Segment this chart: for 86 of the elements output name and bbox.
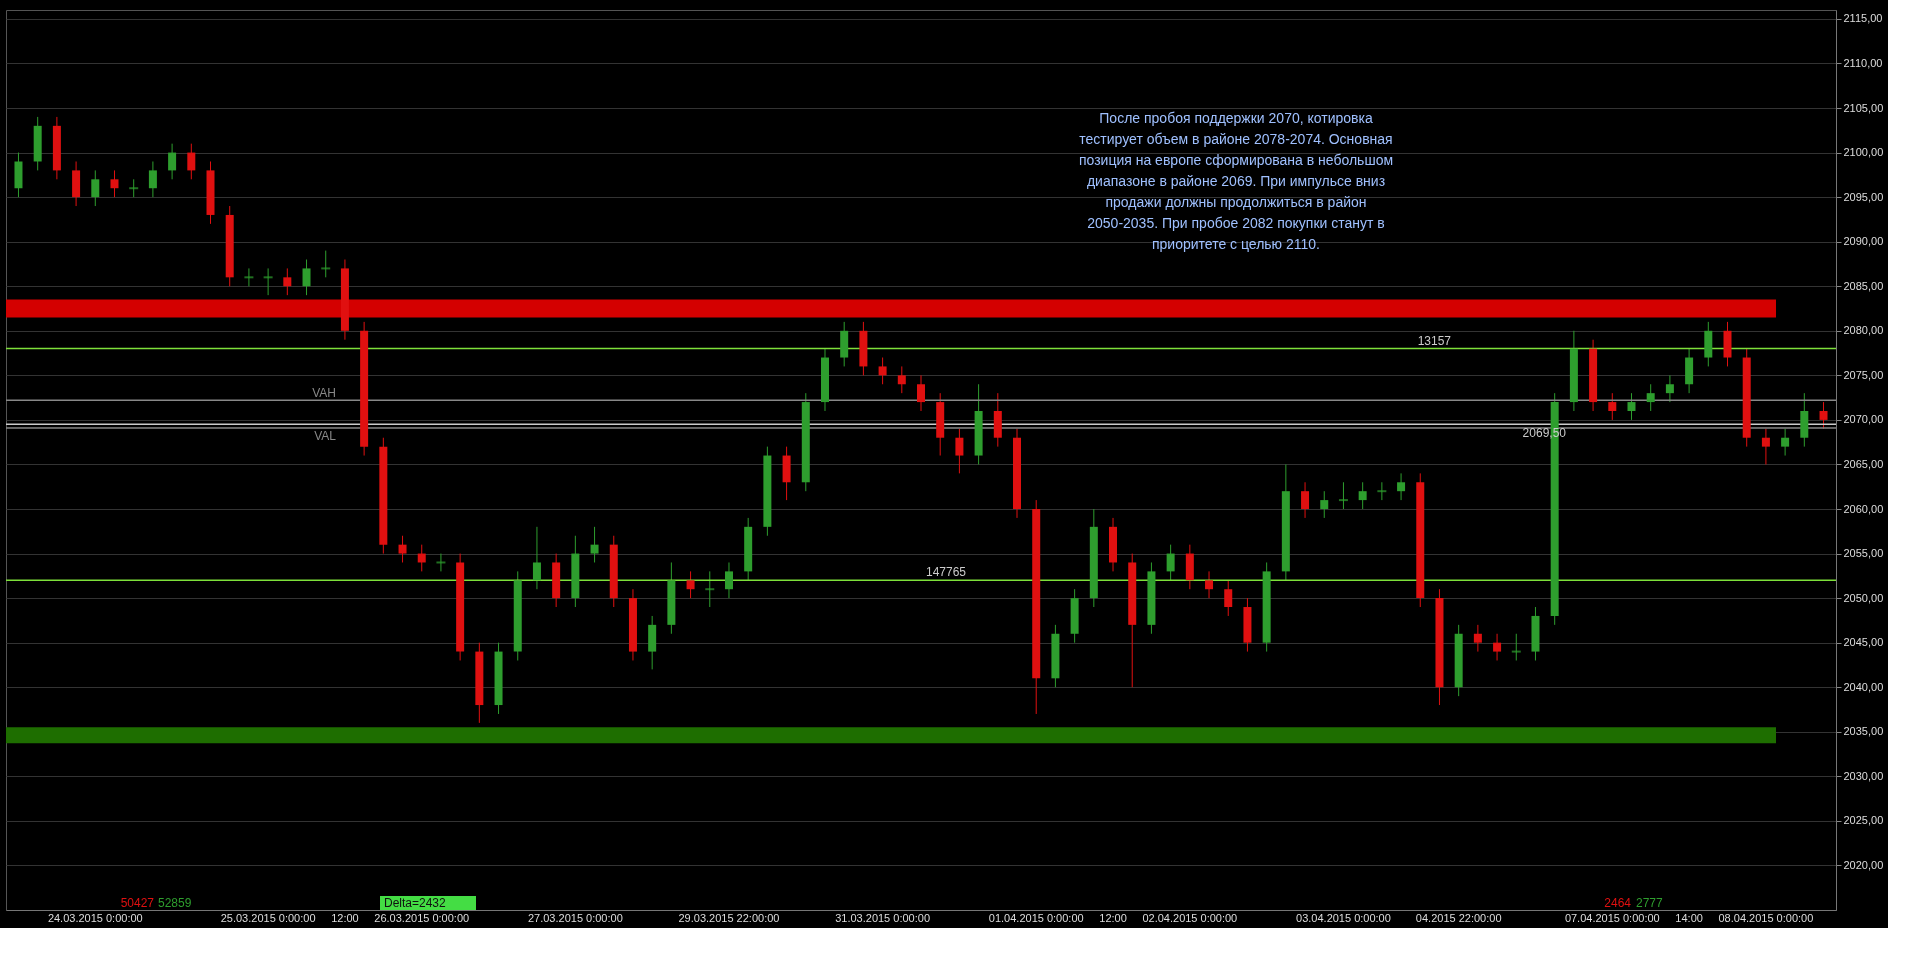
- y-tick-label: 2045,00: [1843, 636, 1884, 649]
- y-tick-label: 2035,00: [1843, 725, 1884, 738]
- candlestick: [724, 561, 733, 599]
- y-tick-label: 2115,00: [1843, 12, 1883, 25]
- candlestick: [321, 250, 331, 278]
- y-tick-label: 2080,00: [1843, 324, 1884, 337]
- candlestick: [398, 535, 407, 563]
- y-tick-label: 2085,00: [1843, 279, 1884, 292]
- candlestick: [1646, 383, 1655, 412]
- annotation: 52859: [158, 896, 192, 910]
- x-tick-label: 12:00: [1099, 911, 1127, 924]
- y-tick-label: 2030,00: [1843, 769, 1884, 782]
- candlestick: [1819, 401, 1828, 430]
- x-tick-label: 25.03.2015 0:00:00: [220, 911, 316, 924]
- y-tick-label: 2090,00: [1843, 235, 1884, 248]
- candlestick: [1627, 392, 1636, 421]
- y-tick-label: 2110,00: [1843, 56, 1883, 69]
- candlestick: [686, 570, 695, 599]
- x-tick-label: 08.04.2015 0:00:00: [1718, 911, 1814, 924]
- annotation: 2777: [1636, 896, 1664, 910]
- y-tick-label: 2065,00: [1843, 457, 1884, 470]
- annotation: 2464: [1604, 896, 1632, 910]
- ref-line-label: VAH: [312, 386, 336, 401]
- y-tick-label: 2060,00: [1843, 502, 1884, 515]
- candlestick: [955, 428, 964, 474]
- candlestick: [1166, 544, 1175, 581]
- x-tick-label: 01.04.2015 0:00:00: [988, 911, 1084, 924]
- x-tick-label: 02.04.2015 0:00:00: [1142, 911, 1238, 924]
- y-tick-label: 2105,00: [1843, 101, 1884, 114]
- candlestick: [917, 374, 925, 412]
- annotation: Delta=2432: [384, 896, 447, 910]
- candlestick: [283, 267, 292, 296]
- ref-line-label: VAL: [314, 428, 337, 443]
- y-tick-label: 2095,00: [1843, 190, 1884, 203]
- candlestick: [1493, 633, 1502, 661]
- candlestick: [1397, 472, 1406, 501]
- candlestick: [897, 365, 906, 394]
- candlestick: [1761, 428, 1770, 465]
- x-tick-label: 12:00: [331, 911, 359, 924]
- x-tick-label: 26.03.2015 0:00:00: [374, 911, 470, 924]
- y-tick-label: 2075,00: [1843, 368, 1884, 381]
- candlestick: [1377, 481, 1387, 501]
- candlestick: [263, 267, 273, 296]
- candlestick: [1224, 579, 1233, 617]
- y-tick-label: 2040,00: [1843, 680, 1884, 693]
- annotation: 13157: [1417, 333, 1452, 348]
- y-tick-label: 2025,00: [1843, 814, 1884, 827]
- candlestick: [110, 169, 119, 198]
- candlestick: [705, 570, 715, 608]
- x-tick-label: 04.2015 22:00:00: [1415, 911, 1502, 924]
- x-tick-label: 27.03.2015 0:00:00: [527, 911, 623, 924]
- candlestick: [417, 544, 426, 572]
- y-tick-label: 2070,00: [1843, 413, 1884, 426]
- x-tick-label: 03.04.2015 0:00:00: [1296, 911, 1391, 924]
- x-tick-label: 14:00: [1675, 911, 1703, 924]
- candlestick: [1511, 633, 1521, 661]
- candlestick: [244, 267, 254, 287]
- candlestick: [1338, 481, 1348, 510]
- y-tick-label: 2020,00: [1843, 858, 1884, 871]
- x-tick-label: 07.04.2015 0:00:00: [1564, 911, 1660, 924]
- candlestick: [436, 553, 446, 572]
- candlestick: [302, 259, 311, 296]
- y-tick-label: 2050,00: [1843, 591, 1884, 604]
- candlestick: [1781, 428, 1790, 457]
- x-tick-label: 29.03.2015 22:00:00: [678, 911, 780, 924]
- candlestick: [187, 143, 196, 180]
- candlestick: [1665, 374, 1674, 403]
- annotation: 50427: [120, 896, 155, 910]
- candlestick: [1205, 570, 1214, 599]
- candlestick: [148, 160, 157, 198]
- candlestick: [91, 169, 100, 207]
- candlestick: [168, 143, 177, 180]
- candlestick: [1473, 624, 1482, 653]
- candlestick: [1608, 392, 1617, 421]
- candlestick: [1301, 481, 1310, 519]
- y-tick-label: 2100,00: [1843, 146, 1884, 159]
- candlestick: [1358, 481, 1367, 510]
- y-tick-label: 2055,00: [1843, 547, 1884, 560]
- candlestick: [532, 526, 541, 590]
- x-tick-label: 31.03.2015 0:00:00: [835, 911, 930, 924]
- candlestick: [878, 357, 887, 385]
- annotation: После пробоя поддержки 2070, котировка тестирует объем в районе 2078-2074. Основная позиция на европе сформирована в небольшом диапазоне в районе 2069. При импульсе вниз продажи должны продолжиться в район 2050-2035. При пробое 2082 покупки станут в приоритете с целью 2110.: [1078, 110, 1394, 252]
- candlestick: [1320, 490, 1329, 519]
- x-tick-label: 24.03.2015 0:00:00: [47, 911, 143, 924]
- candlestick: [590, 526, 599, 563]
- annotation: 147765: [925, 565, 967, 580]
